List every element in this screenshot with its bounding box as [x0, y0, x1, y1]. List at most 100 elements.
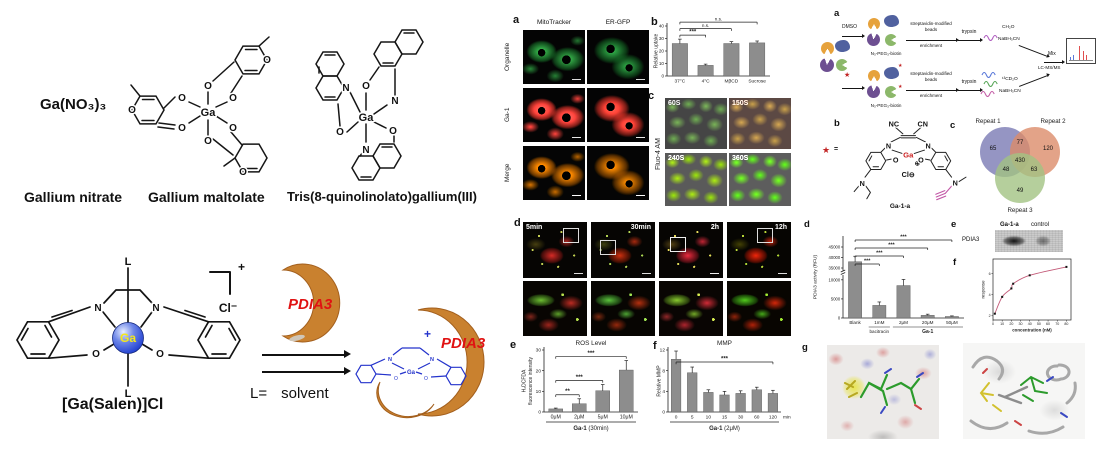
ga-atom: Ga [359, 112, 375, 124]
solvent-note: L= solvent [250, 385, 329, 403]
dmso-label: DMSO [842, 24, 857, 30]
o-atom: O [362, 81, 370, 92]
timecourse-2h: 2h [659, 222, 723, 278]
biotin-label: N₃-PEG₃-biotin [870, 51, 902, 56]
svg-text:30: 30 [659, 36, 665, 41]
svg-text:Relative uptake: Relative uptake [654, 34, 660, 69]
arrow [906, 87, 959, 93]
svg-text:10: 10 [706, 414, 712, 420]
panel-letter-c2: c [950, 120, 956, 131]
docking-ribbon-view [963, 343, 1085, 439]
blot-band-control [1034, 233, 1053, 248]
row-label-organelle: Organelle [504, 42, 511, 72]
ga-1a-name: Ga-1-a [889, 203, 911, 210]
n-atom: N [342, 83, 349, 94]
timecourse-zoom-30min [591, 281, 655, 336]
ga-atom: Ga [407, 370, 416, 376]
beads-label-2: beads [924, 77, 938, 82]
svg-text:30: 30 [536, 348, 542, 354]
spectrum-peak [1086, 54, 1088, 61]
svg-text:10: 10 [1000, 322, 1004, 326]
probe-star-icon: ★ [822, 145, 831, 155]
svg-text:20: 20 [1009, 322, 1013, 326]
svg-text:***: *** [888, 243, 895, 249]
zoom-inset-box [563, 228, 579, 243]
n-atom: N [953, 178, 958, 187]
pdia3-label: PDIA3 [441, 335, 486, 352]
svg-text:4°C: 4°C [702, 78, 711, 84]
fluo4-image-360s: 360S [729, 153, 791, 206]
beads-label-1: streptavidin-modified [910, 71, 952, 76]
protein-blob [867, 33, 880, 46]
probe-star-icon: ★ [844, 72, 851, 79]
fluo4-image-240s: 240S [665, 153, 727, 206]
svg-text:37°C: 37°C [675, 78, 686, 84]
panel-letter-c: c [648, 90, 655, 102]
svg-text:4: 4 [662, 389, 665, 395]
peptide-squiggle [983, 80, 998, 87]
peptide-squiggle [980, 90, 995, 97]
venn-diagram: Repeat 1 Repeat 2 Repeat 3 65 77 120 48 … [975, 118, 1066, 214]
blot-band-ga1a [1000, 233, 1028, 248]
micrograph-merge-er [587, 146, 649, 200]
svg-text:10000: 10000 [829, 277, 841, 282]
o-atom: O [178, 123, 186, 134]
svg-text:n.s.: n.s. [715, 17, 722, 22]
l-ligand: L [125, 256, 132, 268]
o-atom: O [178, 93, 186, 104]
time-label: 30min [630, 224, 651, 231]
svg-text:**: ** [565, 389, 570, 395]
venn-label-repeat1: Repeat 1 [975, 118, 1001, 125]
venn-count: 430 [1015, 158, 1026, 164]
svg-text:***: *** [900, 235, 907, 241]
blot-lane-ga1a: Ga-1-a [1000, 222, 1019, 228]
time-label: 2h [710, 224, 719, 231]
n-atom: N [362, 145, 369, 156]
svg-text:5μM: 5μM [598, 414, 608, 420]
protein-blob [867, 85, 880, 98]
svg-text:2: 2 [989, 314, 991, 318]
svg-text:40: 40 [659, 24, 665, 29]
svg-text:0μM: 0μM [551, 414, 561, 420]
svg-text:30: 30 [1019, 322, 1023, 326]
col-header-mitotracker: MitoTracker [536, 19, 572, 26]
venn-label-repeat2: Repeat 2 [1040, 118, 1066, 125]
svg-text:n.s.: n.s. [702, 23, 709, 28]
enrichment-label: enrichment [919, 43, 943, 48]
n-atom: N [430, 357, 434, 363]
arrow-to-mix [1019, 75, 1048, 88]
mmp-chart: 0 4 8 12 0 5 10 15 30 60 120 min MMP Relative MMP Ga-1… [655, 338, 793, 438]
ga-atom: Ga [903, 150, 914, 159]
light-cyanoborohydride-label: NaBH₃CN [998, 37, 1020, 42]
pdia3-protein-blob [281, 263, 341, 343]
timecourse-zoom-5min [523, 281, 587, 336]
time-label: 150S [732, 100, 749, 107]
solvent-word: solvent [281, 385, 329, 402]
protein-blob [885, 86, 897, 98]
docked-ligand-sticks [844, 368, 924, 414]
arrow [842, 85, 865, 91]
svg-text:5000: 5000 [831, 296, 841, 301]
svg-text:12: 12 [660, 348, 666, 354]
ribbon-and-ligand [969, 355, 1077, 435]
n-atom: N [926, 141, 931, 150]
mass-spectrum-box [1066, 38, 1096, 64]
venn-label-repeat3: Repeat 3 [1007, 207, 1033, 214]
o-atom: O [424, 376, 428, 382]
n-atom: N [94, 303, 101, 314]
svg-text:5: 5 [691, 414, 694, 420]
relative-uptake-chart: 0 10 20 30 40 37°C 4°C MβCD Sucrose Relative upta… [652, 16, 774, 90]
timecourse-zoom-2h [659, 281, 723, 336]
arrow [958, 87, 983, 93]
svg-text:response: response [981, 280, 986, 299]
trypsin-label: trypsin [961, 29, 977, 35]
o-atom: O [229, 93, 237, 104]
blot-protein-label: PDIA3 [962, 237, 980, 243]
venn-count: 48 [1003, 167, 1010, 173]
venn-count: 120 [1043, 146, 1054, 152]
svg-text:120: 120 [769, 414, 777, 420]
arrow-to-mix [1018, 45, 1048, 57]
chloride-ion: Cl⁻ [219, 301, 237, 315]
svg-text:45000: 45000 [829, 245, 841, 250]
